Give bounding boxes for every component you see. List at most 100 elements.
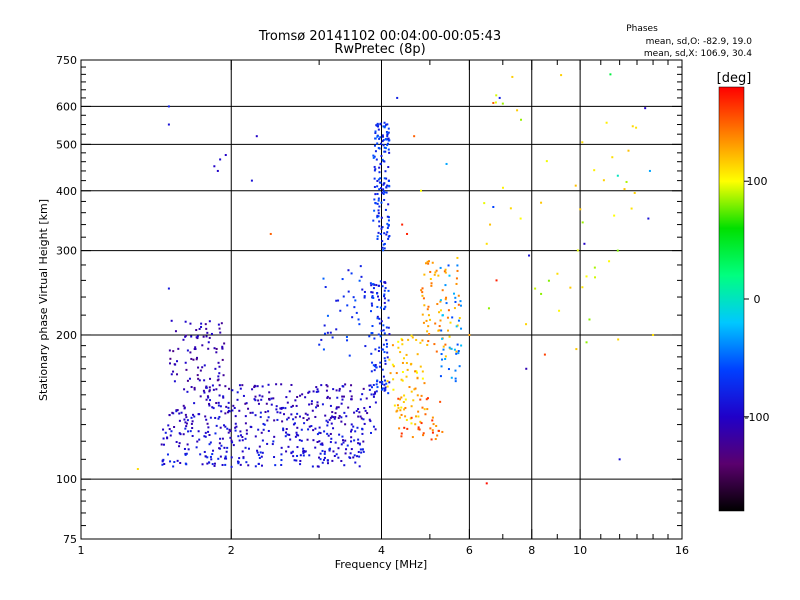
data-point — [161, 460, 164, 463]
data-point — [373, 198, 376, 201]
data-point — [396, 404, 399, 407]
data-point — [357, 318, 360, 321]
colorbar-ticks: 100 0 -100 — [744, 175, 769, 424]
data-point — [459, 300, 462, 303]
data-point — [326, 331, 329, 334]
data-point — [441, 337, 444, 340]
data-point — [427, 314, 430, 317]
data-point — [616, 174, 619, 177]
data-point — [203, 364, 206, 367]
data-point — [209, 441, 212, 444]
data-point — [359, 398, 362, 401]
data-point — [273, 456, 276, 459]
data-point — [245, 402, 248, 405]
data-point — [581, 141, 584, 144]
data-point — [161, 463, 164, 466]
data-point — [275, 383, 278, 386]
data-point — [439, 266, 442, 269]
data-point — [222, 374, 225, 377]
data-point — [236, 391, 239, 394]
data-point — [384, 170, 387, 173]
data-point — [342, 295, 345, 298]
data-point — [318, 456, 321, 459]
data-point — [386, 184, 389, 187]
data-point — [617, 338, 620, 341]
data-point — [350, 384, 353, 387]
data-point — [384, 386, 387, 389]
data-point — [456, 343, 459, 346]
data-point — [421, 287, 424, 290]
data-point — [242, 457, 245, 460]
data-point — [377, 178, 380, 181]
data-point — [430, 438, 433, 441]
data-point — [213, 165, 216, 168]
data-point — [454, 369, 457, 372]
data-point — [185, 334, 188, 337]
data-point — [379, 123, 382, 126]
data-point — [175, 440, 178, 443]
data-point — [417, 415, 420, 418]
y-tick-label: 500 — [56, 138, 77, 151]
data-point — [569, 286, 572, 289]
data-point — [350, 428, 353, 431]
data-point — [186, 390, 189, 393]
data-point — [400, 413, 403, 416]
data-point — [338, 387, 341, 390]
data-point — [203, 450, 206, 453]
x-tick-labels: 1 2 4 6 8 10 16 — [78, 544, 690, 557]
data-point — [356, 426, 359, 429]
data-point — [280, 453, 283, 456]
data-point — [289, 438, 292, 441]
data-point — [174, 330, 177, 333]
data-point — [371, 291, 374, 294]
data-point — [205, 386, 208, 389]
data-point — [357, 415, 360, 418]
data-point — [437, 274, 440, 277]
data-point — [357, 442, 360, 445]
data-point — [372, 287, 375, 290]
data-point — [435, 350, 438, 353]
data-point — [340, 402, 343, 405]
data-point — [330, 437, 333, 440]
data-point — [382, 329, 385, 332]
data-point — [427, 260, 430, 263]
data-point — [216, 169, 219, 172]
x-tick-label: 10 — [573, 544, 587, 557]
data-point — [349, 452, 352, 455]
data-point — [255, 135, 258, 138]
data-point — [296, 454, 299, 457]
data-point — [219, 405, 222, 408]
data-point — [288, 390, 291, 393]
data-point — [385, 191, 388, 194]
data-point — [383, 247, 386, 250]
data-point — [182, 338, 185, 341]
data-point — [373, 144, 376, 147]
data-point — [199, 369, 202, 372]
data-point — [414, 387, 417, 390]
data-point — [238, 457, 241, 460]
data-point — [376, 214, 379, 217]
data-point — [380, 154, 383, 157]
data-point — [319, 452, 322, 455]
data-point — [511, 75, 514, 78]
data-point — [241, 435, 244, 438]
data-point — [456, 264, 459, 267]
data-point — [218, 365, 221, 368]
data-point — [239, 430, 242, 433]
data-point — [371, 304, 374, 307]
data-point — [164, 431, 167, 434]
data-point — [204, 323, 207, 326]
data-point — [494, 101, 497, 104]
data-point — [236, 398, 239, 401]
data-point — [370, 393, 373, 396]
data-point — [386, 215, 389, 218]
data-point — [436, 434, 439, 437]
data-point — [307, 417, 310, 420]
data-point — [295, 433, 298, 436]
data-point — [373, 209, 376, 212]
data-point — [193, 388, 196, 391]
data-point — [353, 439, 356, 442]
data-point — [453, 307, 456, 310]
data-point — [360, 275, 363, 278]
data-point — [438, 311, 441, 314]
